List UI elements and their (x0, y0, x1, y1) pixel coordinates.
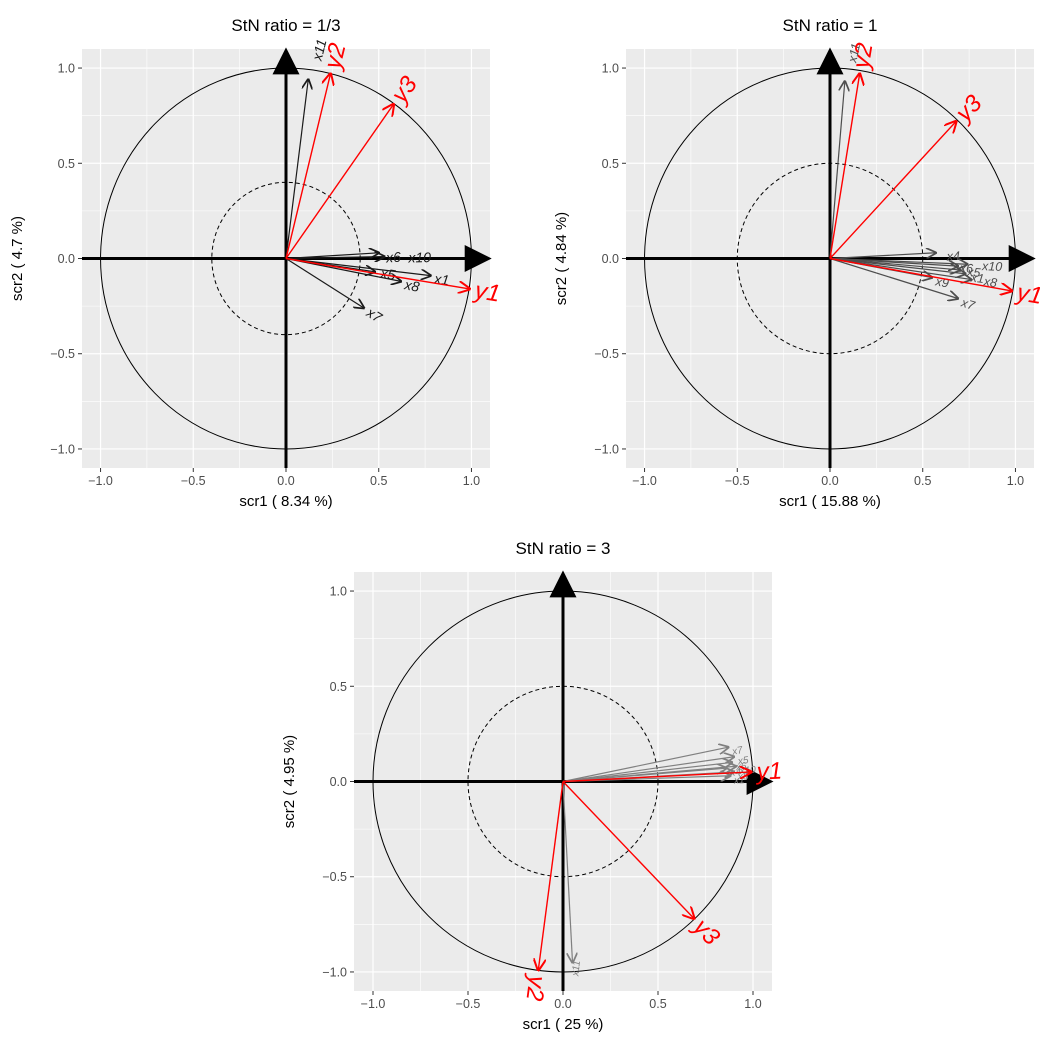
predictor-vector-x7 (829, 257, 958, 299)
predictor-vector-x7 (285, 257, 364, 309)
response-vector-y2 (829, 74, 860, 259)
x-tick-label: 0.5 (914, 474, 931, 488)
response-vector-y1 (562, 772, 751, 783)
predictor-label-x4: x4 (945, 249, 960, 264)
y-tick-label: 1.0 (330, 585, 347, 599)
predictor-label-x10: x10 (407, 249, 431, 265)
predictor-vector-x1 (829, 257, 965, 274)
chart-title: StN ratio = 1/3 (231, 16, 340, 35)
x-tick-label: 1.0 (744, 997, 761, 1011)
response-vector-y2 (285, 74, 331, 259)
x-tick-label: 0.5 (370, 474, 387, 488)
y-tick-label: 0.0 (602, 252, 619, 266)
predictor-vector-x11 (829, 81, 845, 259)
response-label-y2: y2 (847, 41, 878, 72)
y-tick-label: 1.0 (58, 62, 75, 76)
predictor-vector-x11 (562, 781, 573, 963)
predictor-label-x11: x11 (845, 42, 863, 65)
predictor-vector-x1 (285, 257, 431, 276)
predictor-label-x5: x5 (736, 755, 749, 768)
x-tick-label: 1.0 (1007, 474, 1024, 488)
predictor-label-x1: x1 (733, 775, 745, 786)
predictor-vector-x5 (562, 757, 734, 783)
panel-stn-3: −1.0 −0.5 0.0 0.5 1.0 −1.0 −0.5 0.0 0.5 1.0 StN ra… (281, 539, 783, 1033)
panel-stn-1: −1.0 −0.5 0.0 0.5 1.0 −1.0 −0.5 0.0 0.5 1.0 StN ra… (553, 16, 1040, 510)
predictor-label-x5: x5 (379, 265, 397, 283)
y-tick-label: 0.5 (602, 157, 619, 171)
x-tick-label: −1.0 (361, 997, 386, 1011)
x-axis-title: scr1 ( 15.88 %) (779, 493, 881, 510)
predictor-vector-x10 (285, 257, 384, 259)
y-axis-title: scr2 ( 4.84 %) (553, 212, 570, 305)
predictor-vector-x6 (562, 762, 732, 783)
y-tick-label: 0.5 (330, 680, 347, 694)
chart-title: StN ratio = 1 (783, 16, 878, 35)
predictor-label-x10: x10 (981, 259, 1003, 274)
y-tick-label: 0.5 (58, 157, 75, 171)
predictor-label-x11: x11 (570, 960, 583, 977)
y-tick-label: −1.0 (594, 442, 619, 456)
chart-title: StN ratio = 3 (516, 539, 611, 558)
predictor-vector-x6 (285, 253, 379, 260)
y-axis-title: scr2 ( 4.7 %) (9, 216, 26, 301)
y-tick-label: 0.0 (330, 775, 347, 789)
response-label-y1: y1 (754, 757, 783, 785)
y-tick-label: −1.0 (50, 442, 75, 456)
predictor-vector-x4 (829, 253, 936, 260)
x-tick-label: −0.5 (456, 997, 481, 1011)
response-vector-y1 (829, 257, 1012, 291)
response-vector-y3 (562, 781, 694, 919)
x-tick-label: −1.0 (632, 474, 657, 488)
predictor-label-x7: x7 (959, 295, 978, 313)
x-axis-title: scr1 ( 8.34 %) (239, 493, 332, 510)
y-tick-label: 1.0 (602, 62, 619, 76)
predictor-label-x5: x5 (966, 265, 981, 280)
x-tick-label: 0.0 (277, 474, 294, 488)
y-tick-label: −0.5 (322, 870, 347, 884)
x-tick-label: 1.0 (463, 474, 480, 488)
x-tick-label: 0.0 (554, 997, 571, 1011)
predictor-vector-x7 (562, 747, 728, 783)
response-label-y1: y1 (471, 277, 502, 308)
y-tick-label: −0.5 (50, 347, 75, 361)
y-tick-label: −0.5 (594, 347, 619, 361)
predictor-label-x6: x6 (385, 249, 402, 266)
panel-stn-1-3: −1.0 −0.5 0.0 0.5 1.0 −1.0 −0.5 0.0 0.5 1.0 StN ra… (9, 16, 502, 510)
x-tick-label: 0.5 (649, 997, 666, 1011)
response-vector-y3 (285, 104, 394, 259)
x-tick-label: 0.0 (821, 474, 838, 488)
x-tick-label: −0.5 (725, 474, 750, 488)
response-label-y2: y2 (520, 972, 550, 1003)
y-tick-label: −1.0 (322, 965, 347, 979)
y-axis-title: scr2 ( 4.95 %) (281, 735, 298, 828)
x-tick-label: −0.5 (181, 474, 206, 488)
response-vector-y3 (829, 121, 956, 259)
predictor-vector-x6 (829, 257, 958, 267)
predictor-vector-x11 (285, 79, 308, 259)
response-vector-y1 (285, 257, 470, 289)
response-vector-y2 (538, 781, 564, 971)
y-tick-label: 0.0 (58, 252, 75, 266)
predictor-vector-x4 (562, 768, 726, 783)
predictor-label-x11: x11 (309, 37, 330, 63)
x-axis-title: scr1 ( 25 %) (523, 1016, 604, 1033)
x-tick-label: −1.0 (88, 474, 113, 488)
predictor-label-x1: x1 (969, 270, 985, 285)
